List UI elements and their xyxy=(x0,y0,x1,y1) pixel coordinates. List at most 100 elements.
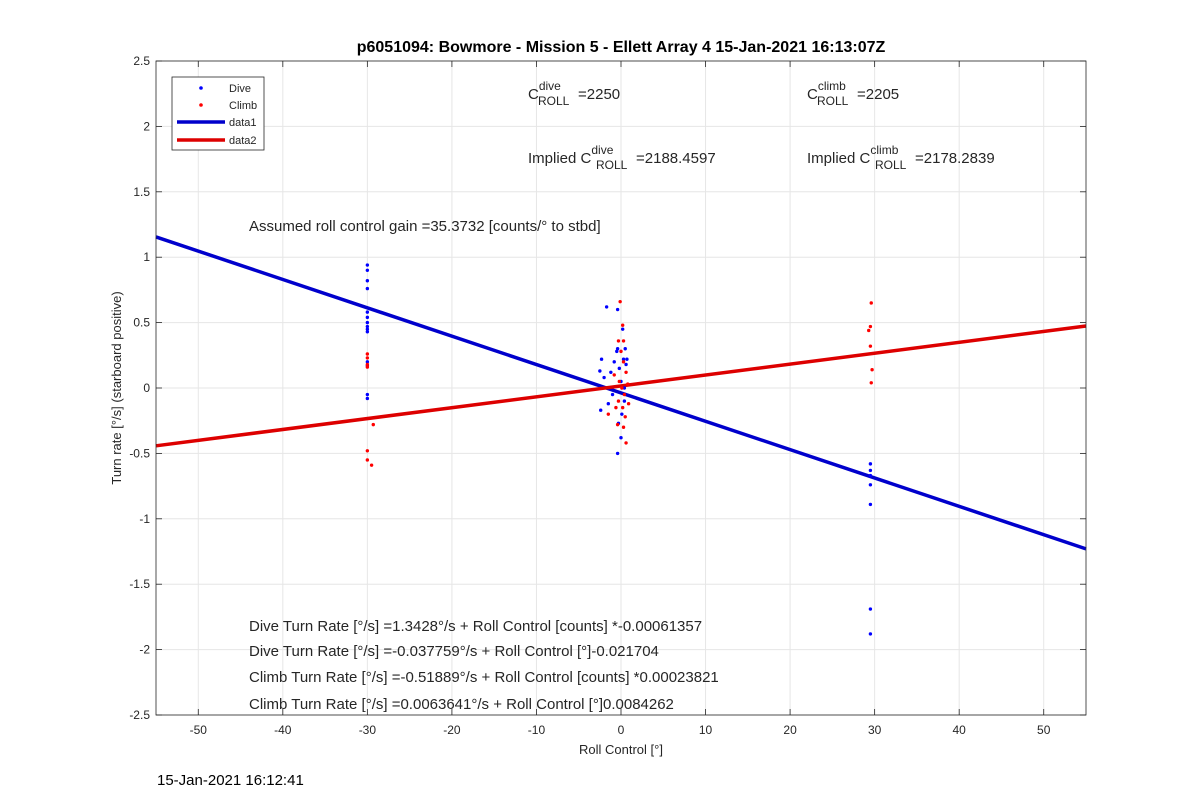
point-dive xyxy=(620,412,624,416)
y-tick-label: -2 xyxy=(139,643,150,657)
point-climb xyxy=(626,401,631,406)
point-dive xyxy=(599,357,604,361)
y-tick-label: -0.5 xyxy=(129,446,150,460)
point-dive xyxy=(868,462,873,466)
x-tick-label: -30 xyxy=(359,723,377,737)
point-dive xyxy=(622,386,627,390)
point-dive xyxy=(610,392,615,397)
point-dive xyxy=(365,310,370,314)
point-dive xyxy=(599,408,603,412)
y-tick-label: -1.5 xyxy=(129,577,150,591)
fit-line-data1 xyxy=(155,235,1087,551)
point-climb xyxy=(615,422,620,427)
point-climb xyxy=(623,415,627,419)
y-tick-label: 1 xyxy=(143,250,150,264)
point-dive xyxy=(598,369,602,373)
point-climb xyxy=(619,349,623,354)
point-climb xyxy=(618,299,622,304)
point-dive xyxy=(365,392,370,397)
chart-title: p6051094: Bowmore - Mission 5 - Ellett A… xyxy=(357,39,886,56)
annotations: Cdive ROLL =2250 Cclimb ROLL =2205 Implied C… xyxy=(249,79,995,713)
point-climb xyxy=(369,463,374,467)
scatter-points xyxy=(365,263,874,636)
point-climb xyxy=(622,392,627,397)
legend-label-data1: data1 xyxy=(229,117,257,129)
x-tick-labels: -50 -40 -30 -20 -10 0 10 20 30 40 50 xyxy=(190,723,1051,737)
legend-box xyxy=(171,76,265,151)
x-tick-label: -50 xyxy=(190,723,208,737)
point-climb xyxy=(870,367,874,372)
x-tick-label: -10 xyxy=(528,723,546,737)
point-dive xyxy=(365,315,370,320)
point-dive xyxy=(615,451,620,456)
point-dive xyxy=(365,330,370,334)
point-dive xyxy=(365,320,370,325)
point-dive xyxy=(615,307,620,312)
point-climb xyxy=(624,441,628,445)
legend-label-data2: data2 xyxy=(229,135,257,147)
y-tick-label: 2.5 xyxy=(133,54,150,68)
point-dive xyxy=(619,436,623,440)
point-climb xyxy=(365,365,370,369)
point-climb xyxy=(621,360,626,364)
annotation-equation-4: Climb Turn Rate [°/s] =0.0063641°/s + Ro… xyxy=(249,696,674,713)
legend-label-dive: Dive xyxy=(229,83,251,95)
point-dive xyxy=(620,327,625,331)
point-climb xyxy=(869,301,873,305)
point-climb xyxy=(612,373,616,377)
point-dive xyxy=(868,607,873,611)
y-tick-label: -1 xyxy=(139,512,150,526)
point-climb xyxy=(365,458,370,462)
point-climb xyxy=(616,399,621,403)
point-dive xyxy=(365,263,370,267)
point-climb xyxy=(620,386,624,390)
point-dive xyxy=(606,401,611,406)
y-tick-label: 0.5 xyxy=(133,316,150,330)
point-climb xyxy=(371,422,375,427)
point-dive xyxy=(623,347,627,351)
point-climb xyxy=(365,352,370,356)
x-tick-label: 40 xyxy=(953,723,967,737)
point-dive xyxy=(609,370,613,375)
point-climb xyxy=(620,405,625,410)
point-dive xyxy=(365,286,370,291)
point-climb xyxy=(616,339,621,343)
legend-marker-climb xyxy=(199,103,203,107)
point-climb xyxy=(621,425,626,429)
point-dive xyxy=(615,349,619,354)
y-axis-label: Turn rate [°/s] (starboard positive) xyxy=(109,291,124,484)
point-climb xyxy=(614,405,618,410)
point-dive xyxy=(365,360,370,364)
fit-line-data2 xyxy=(155,324,1087,448)
annotation-implied-dive: Implied Cdive ROLL =2188.4597 xyxy=(528,143,716,172)
point-dive xyxy=(365,324,370,329)
annotation-implied-climb: Implied Cclimb ROLL =2178.2839 xyxy=(807,143,995,172)
point-climb xyxy=(365,356,370,360)
point-climb xyxy=(868,344,873,348)
legend-marker-dive xyxy=(199,86,203,90)
y-tick-labels: -2.5 -2 -1.5 -1 -0.5 0 0.5 1 1.5 2 2.5 xyxy=(129,54,150,722)
annotation-equation-3: Climb Turn Rate [°/s] =-0.51889°/s + Rol… xyxy=(249,669,719,686)
annotation-gain: Assumed roll control gain =35.3732 [coun… xyxy=(249,218,601,235)
point-dive xyxy=(868,473,873,478)
point-dive xyxy=(365,327,370,331)
x-tick-label: 50 xyxy=(1037,723,1051,737)
point-climb xyxy=(867,328,871,333)
grid xyxy=(156,60,1086,716)
point-climb xyxy=(621,339,626,343)
x-tick-label: -40 xyxy=(274,723,292,737)
y-tick-label: 0 xyxy=(143,381,150,395)
point-climb xyxy=(606,412,611,416)
annotation-c-roll-dive: Cdive ROLL =2250 xyxy=(528,79,620,108)
point-dive xyxy=(615,347,620,351)
point-dive xyxy=(868,632,873,636)
point-dive xyxy=(868,468,873,473)
x-tick-label: 10 xyxy=(699,723,713,737)
axes xyxy=(155,60,1087,716)
point-dive xyxy=(622,399,627,403)
point-dive xyxy=(604,305,609,309)
point-climb xyxy=(624,370,628,375)
point-dive xyxy=(868,483,873,487)
point-climb xyxy=(869,381,873,385)
